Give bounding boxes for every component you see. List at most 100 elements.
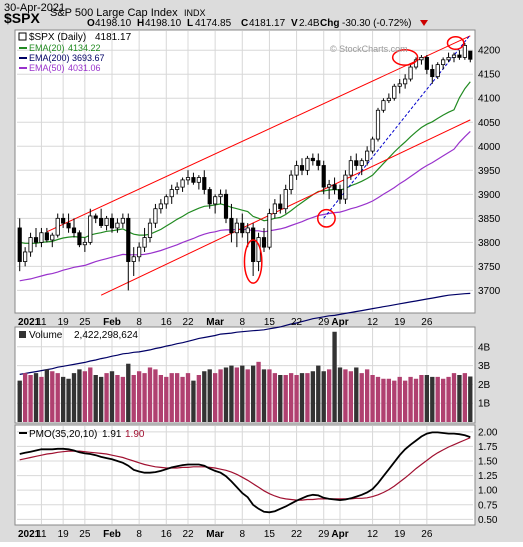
volume-axis: 1B 2B 3B 4B: [478, 342, 491, 409]
legend-ema20-label: EMA(20): [29, 43, 65, 53]
candle-down: [77, 232, 82, 246]
x-tick-label-bottom: 26: [421, 529, 433, 540]
x-tick-label-top: 22: [182, 317, 194, 328]
volume-bar: [22, 373, 28, 422]
candle-up: [120, 217, 125, 224]
volume-bar: [435, 376, 440, 422]
candle-down: [457, 54, 462, 58]
x-tick-label-top: Mar: [206, 317, 224, 328]
price-tick-label: 4000: [478, 142, 501, 153]
volume-bar: [153, 369, 158, 422]
volume-bar: [191, 380, 196, 422]
candle-up: [164, 196, 169, 205]
candle-up: [392, 85, 397, 99]
candle-down: [66, 222, 71, 229]
annotation-ellipse: [243, 239, 263, 284]
legend-ema200-label: EMA(200): [29, 53, 70, 63]
candle-up: [451, 54, 457, 58]
volume-bar: [299, 373, 305, 422]
price-tick-label: 4100: [478, 94, 501, 105]
volume-bar: [98, 376, 104, 422]
x-tick-label-top: 22: [291, 317, 303, 328]
candle-up: [397, 83, 402, 87]
pmo-marks: [19, 431, 471, 514]
volume-bar: [93, 375, 98, 422]
volume-panel-label: Volume: [29, 330, 63, 341]
volume-bar: [174, 373, 180, 422]
volume-bar: [212, 373, 218, 422]
volume-bar: [17, 380, 22, 422]
ema200-line: [19, 292, 471, 375]
volume-bar: [234, 367, 240, 422]
volume-bar: [430, 376, 435, 422]
candle-up: [446, 57, 451, 61]
volume-bar: [196, 375, 202, 422]
chg-value: -30.30 (-0.72%): [342, 18, 411, 29]
close-value: 4181.17: [249, 18, 286, 29]
watermark: © StockCharts.com: [330, 44, 408, 54]
candle-down: [33, 237, 39, 243]
volume-bar: [136, 371, 142, 422]
price-tick-label: 3850: [478, 214, 501, 225]
volume-bar: [424, 375, 430, 422]
pmo-tick-label: 1.00: [478, 486, 498, 497]
volume-bar: [207, 369, 212, 422]
volume-panel-value: 2,422,298,624: [74, 330, 138, 341]
x-tick-label-bottom: 12: [367, 529, 379, 540]
volume-bar: [261, 369, 267, 422]
volume-bar: [223, 367, 229, 422]
volume-bar: [457, 375, 462, 422]
x-year-label-bottom: 2021: [18, 529, 41, 540]
candle-down: [310, 157, 315, 162]
candle-up: [82, 241, 87, 246]
candle-up: [289, 174, 294, 190]
high-label: H: [137, 18, 144, 29]
x-year-label-top: 2021: [18, 317, 41, 328]
candle-up: [403, 78, 408, 85]
dashed-trend-line: [323, 34, 471, 219]
volume-bar: [60, 376, 66, 422]
volume-tick-label: 3B: [478, 361, 491, 372]
candle-up: [55, 217, 60, 236]
volume-label: V: [291, 18, 298, 29]
volume-bar: [446, 376, 451, 422]
candle-down: [61, 217, 66, 224]
volume-bar: [126, 363, 131, 422]
x-tick-label-bottom: 22: [291, 529, 303, 540]
volume-bar: [147, 367, 153, 422]
x-tick-label-top: Apr: [331, 317, 348, 328]
candle-up: [343, 174, 348, 200]
volume-bar: [272, 373, 278, 422]
x-tick-label-top: 8: [136, 317, 142, 328]
candle-down: [229, 217, 234, 234]
candle-down: [316, 160, 321, 166]
pmo-line: [19, 431, 471, 514]
volume-value: 2.4B: [299, 18, 320, 29]
x-tick-label-bottom: 22: [182, 529, 194, 540]
candle-down: [109, 217, 115, 229]
candle-up: [283, 189, 288, 210]
candle-up: [408, 66, 413, 80]
price-marks: [17, 34, 473, 375]
candle-down: [17, 227, 22, 262]
x-tick-label-bottom: 29: [318, 529, 330, 540]
volume-bar: [288, 373, 294, 422]
volume-bar: [419, 375, 424, 422]
candle-up: [272, 203, 277, 214]
candle-down: [424, 57, 429, 70]
candle-down: [99, 217, 104, 226]
volume-bar: [256, 361, 261, 422]
volume-bar: [408, 376, 413, 422]
volume-bar: [185, 373, 191, 422]
volume-bar: [283, 375, 288, 422]
candle-up: [327, 184, 332, 188]
price-tick-label: 4050: [478, 118, 501, 129]
price-tick-label: 3950: [478, 166, 501, 177]
candle-up: [375, 109, 381, 140]
volume-bar: [310, 371, 316, 422]
volume-bar: [245, 369, 250, 422]
candle-up: [213, 196, 218, 205]
annotation-ellipse: [446, 36, 465, 51]
x-tick-label-top: 19: [58, 317, 70, 328]
candle-up: [381, 100, 386, 111]
